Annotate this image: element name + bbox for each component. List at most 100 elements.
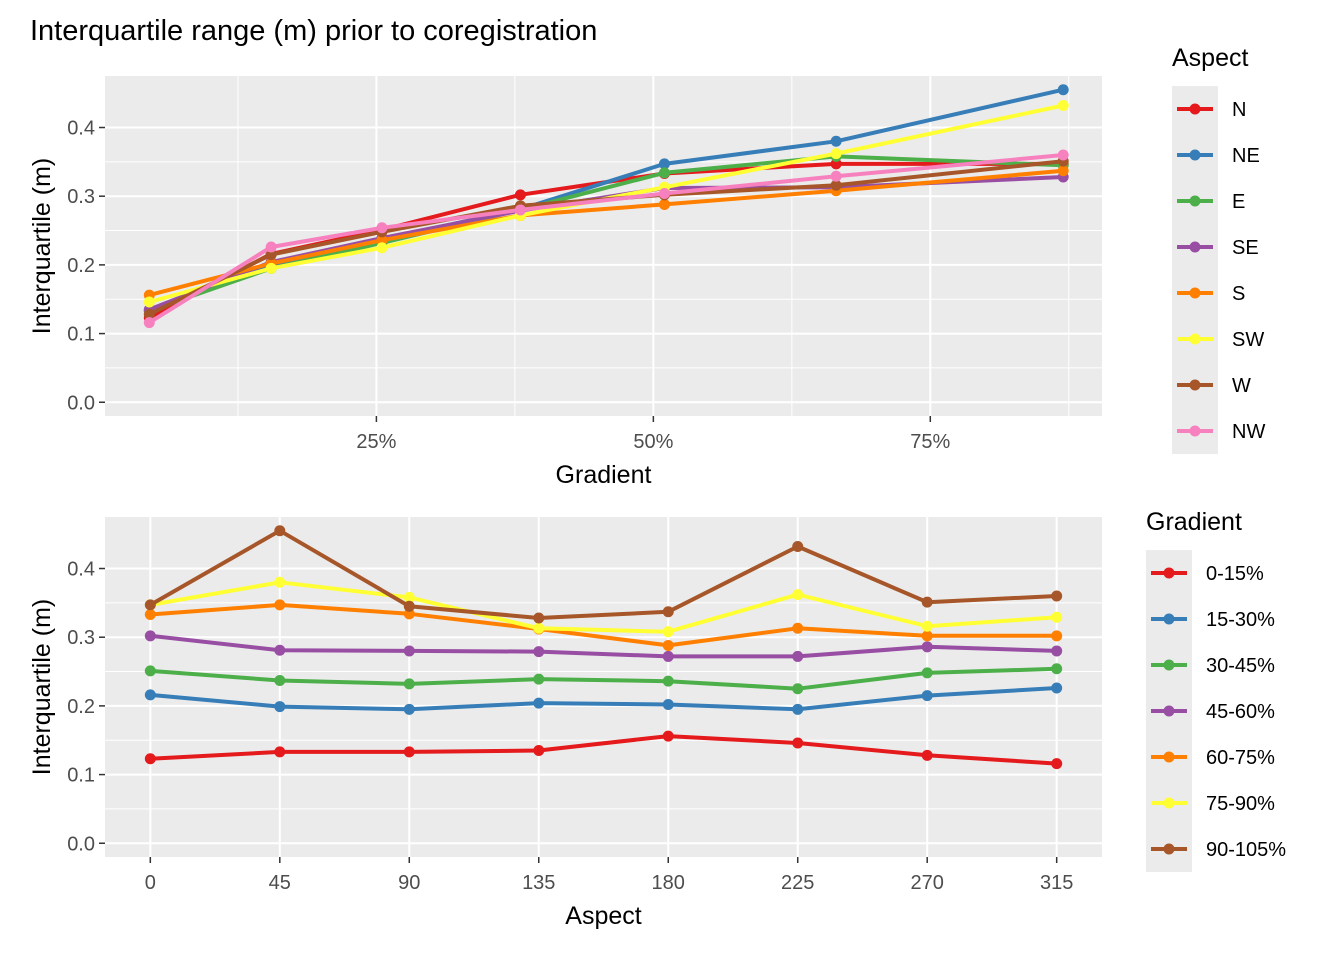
data-point-90-105 <box>403 600 415 612</box>
data-point-60-75 <box>921 630 933 642</box>
y-tick-label: 0.2 <box>67 696 95 718</box>
legend-label-e: E <box>1232 191 1245 213</box>
data-point-sw <box>265 262 277 274</box>
data-point-nw <box>376 222 388 234</box>
data-point-nw <box>1057 149 1069 161</box>
data-point-45-60 <box>921 641 933 653</box>
legend-label-ne: NE <box>1232 145 1260 167</box>
plot-background <box>105 517 1102 857</box>
series-line-0-15 <box>148 734 1059 766</box>
data-point-w <box>143 308 155 320</box>
data-point-nw <box>514 204 526 216</box>
x-tick-label: 180 <box>652 872 685 894</box>
data-point-60-75 <box>403 608 415 620</box>
y-tick-label: 0.0 <box>67 392 95 414</box>
legend-label-s: S <box>1232 283 1245 305</box>
data-point-60-75 <box>1051 630 1063 642</box>
y-axis-title: Interquartile (m) <box>28 599 56 775</box>
aspect-panel: 0.0 0.1 0.2 0.3 0.4 0 45 90 135 180 225 270 315 Aspec… <box>28 508 1286 930</box>
legend-key-point-sw <box>1189 333 1201 345</box>
data-point-0-15 <box>403 746 415 758</box>
data-point-w <box>265 249 277 261</box>
legend-label-n: N <box>1232 99 1246 121</box>
data-point-0-15 <box>1051 758 1063 770</box>
data-point-45-60 <box>403 645 415 657</box>
data-point-nw <box>830 170 842 182</box>
data-point-30-45 <box>1051 663 1063 675</box>
legend-key-point-0-15 <box>1163 567 1175 579</box>
data-point-60-75 <box>144 609 156 621</box>
figure-title: Interquartile range (m) prior to coregis… <box>30 15 597 47</box>
y-tick-label: 0.4 <box>67 118 95 140</box>
data-point-sw <box>830 148 842 160</box>
x-tick-label: 225 <box>781 872 814 894</box>
data-point-75-90 <box>1051 611 1063 623</box>
data-point-15-30 <box>144 689 156 701</box>
data-point-0-15 <box>533 745 545 757</box>
legend-key-point-90-105 <box>1163 843 1175 855</box>
data-point-0-15 <box>662 730 674 742</box>
data-point-90-105 <box>792 541 804 553</box>
data-point-15-30 <box>533 697 545 709</box>
data-point-sw <box>143 296 155 308</box>
legend-key-point-15-30 <box>1163 613 1175 625</box>
legend-title: Gradient <box>1146 508 1242 536</box>
data-point-sw <box>376 242 388 254</box>
x-tick-label: 315 <box>1040 872 1073 894</box>
data-point-45-60 <box>144 630 156 642</box>
legend-label-nw: NW <box>1232 421 1265 443</box>
data-point-75-90 <box>921 620 933 632</box>
data-point-ne <box>658 158 670 170</box>
data-point-60-75 <box>274 599 286 611</box>
data-point-sw <box>1057 100 1069 112</box>
x-tick-label: 135 <box>522 872 555 894</box>
y-tick-label: 0.1 <box>67 765 95 787</box>
legend-label-se: SE <box>1232 237 1259 259</box>
y-tick-label: 0.1 <box>67 324 95 346</box>
data-point-ne <box>1057 84 1069 96</box>
data-point-90-105 <box>533 612 545 624</box>
x-tick-label: 25% <box>356 431 396 453</box>
series-line-15-30 <box>148 686 1059 712</box>
data-point-75-90 <box>533 622 545 634</box>
data-point-45-60 <box>1051 645 1063 657</box>
data-point-s <box>376 234 388 246</box>
legend-label-75-90: 75-90% <box>1206 793 1275 815</box>
data-point-15-30 <box>792 703 804 715</box>
legend-key-point-60-75 <box>1163 751 1175 763</box>
data-point-30-45 <box>662 675 674 687</box>
x-tick-label: 0 <box>145 872 156 894</box>
data-point-45-60 <box>792 650 804 662</box>
y-tick-label: 0.3 <box>67 627 95 649</box>
data-point-45-60 <box>274 644 286 656</box>
legend-label-60-75: 60-75% <box>1206 747 1275 769</box>
data-point-30-45 <box>403 678 415 690</box>
series-line-90-105 <box>148 528 1059 620</box>
gradient-panel: 0.0 0.1 0.2 0.3 0.4 25% 50% 75% Gradient Interqua… <box>28 44 1265 489</box>
x-tick-label: 50% <box>633 431 673 453</box>
data-point-90-105 <box>144 599 156 611</box>
legend-title: Aspect <box>1172 44 1248 72</box>
legend-key-point-30-45 <box>1163 659 1175 671</box>
data-point-nw <box>658 187 670 199</box>
data-point-30-45 <box>792 683 804 695</box>
data-point-90-105 <box>921 596 933 608</box>
y-tick-label: 0.2 <box>67 255 95 277</box>
data-point-75-90 <box>403 591 415 603</box>
data-point-15-30 <box>1051 682 1063 694</box>
data-point-30-45 <box>921 667 933 679</box>
y-tick-label: 0.3 <box>67 186 95 208</box>
data-point-15-30 <box>274 701 286 713</box>
series-line-45-60 <box>148 633 1059 659</box>
data-point-0-15 <box>921 749 933 761</box>
x-axis-title: Aspect <box>565 902 641 930</box>
data-point-90-105 <box>1051 590 1063 602</box>
x-tick-label: 90 <box>398 872 420 894</box>
legend-key-point-s <box>1189 287 1201 299</box>
data-point-nw <box>143 317 155 329</box>
data-point-15-30 <box>403 703 415 715</box>
series-line-30-45 <box>148 666 1059 691</box>
legend-label-15-30: 15-30% <box>1206 609 1275 631</box>
y-tick-label: 0.0 <box>67 833 95 855</box>
